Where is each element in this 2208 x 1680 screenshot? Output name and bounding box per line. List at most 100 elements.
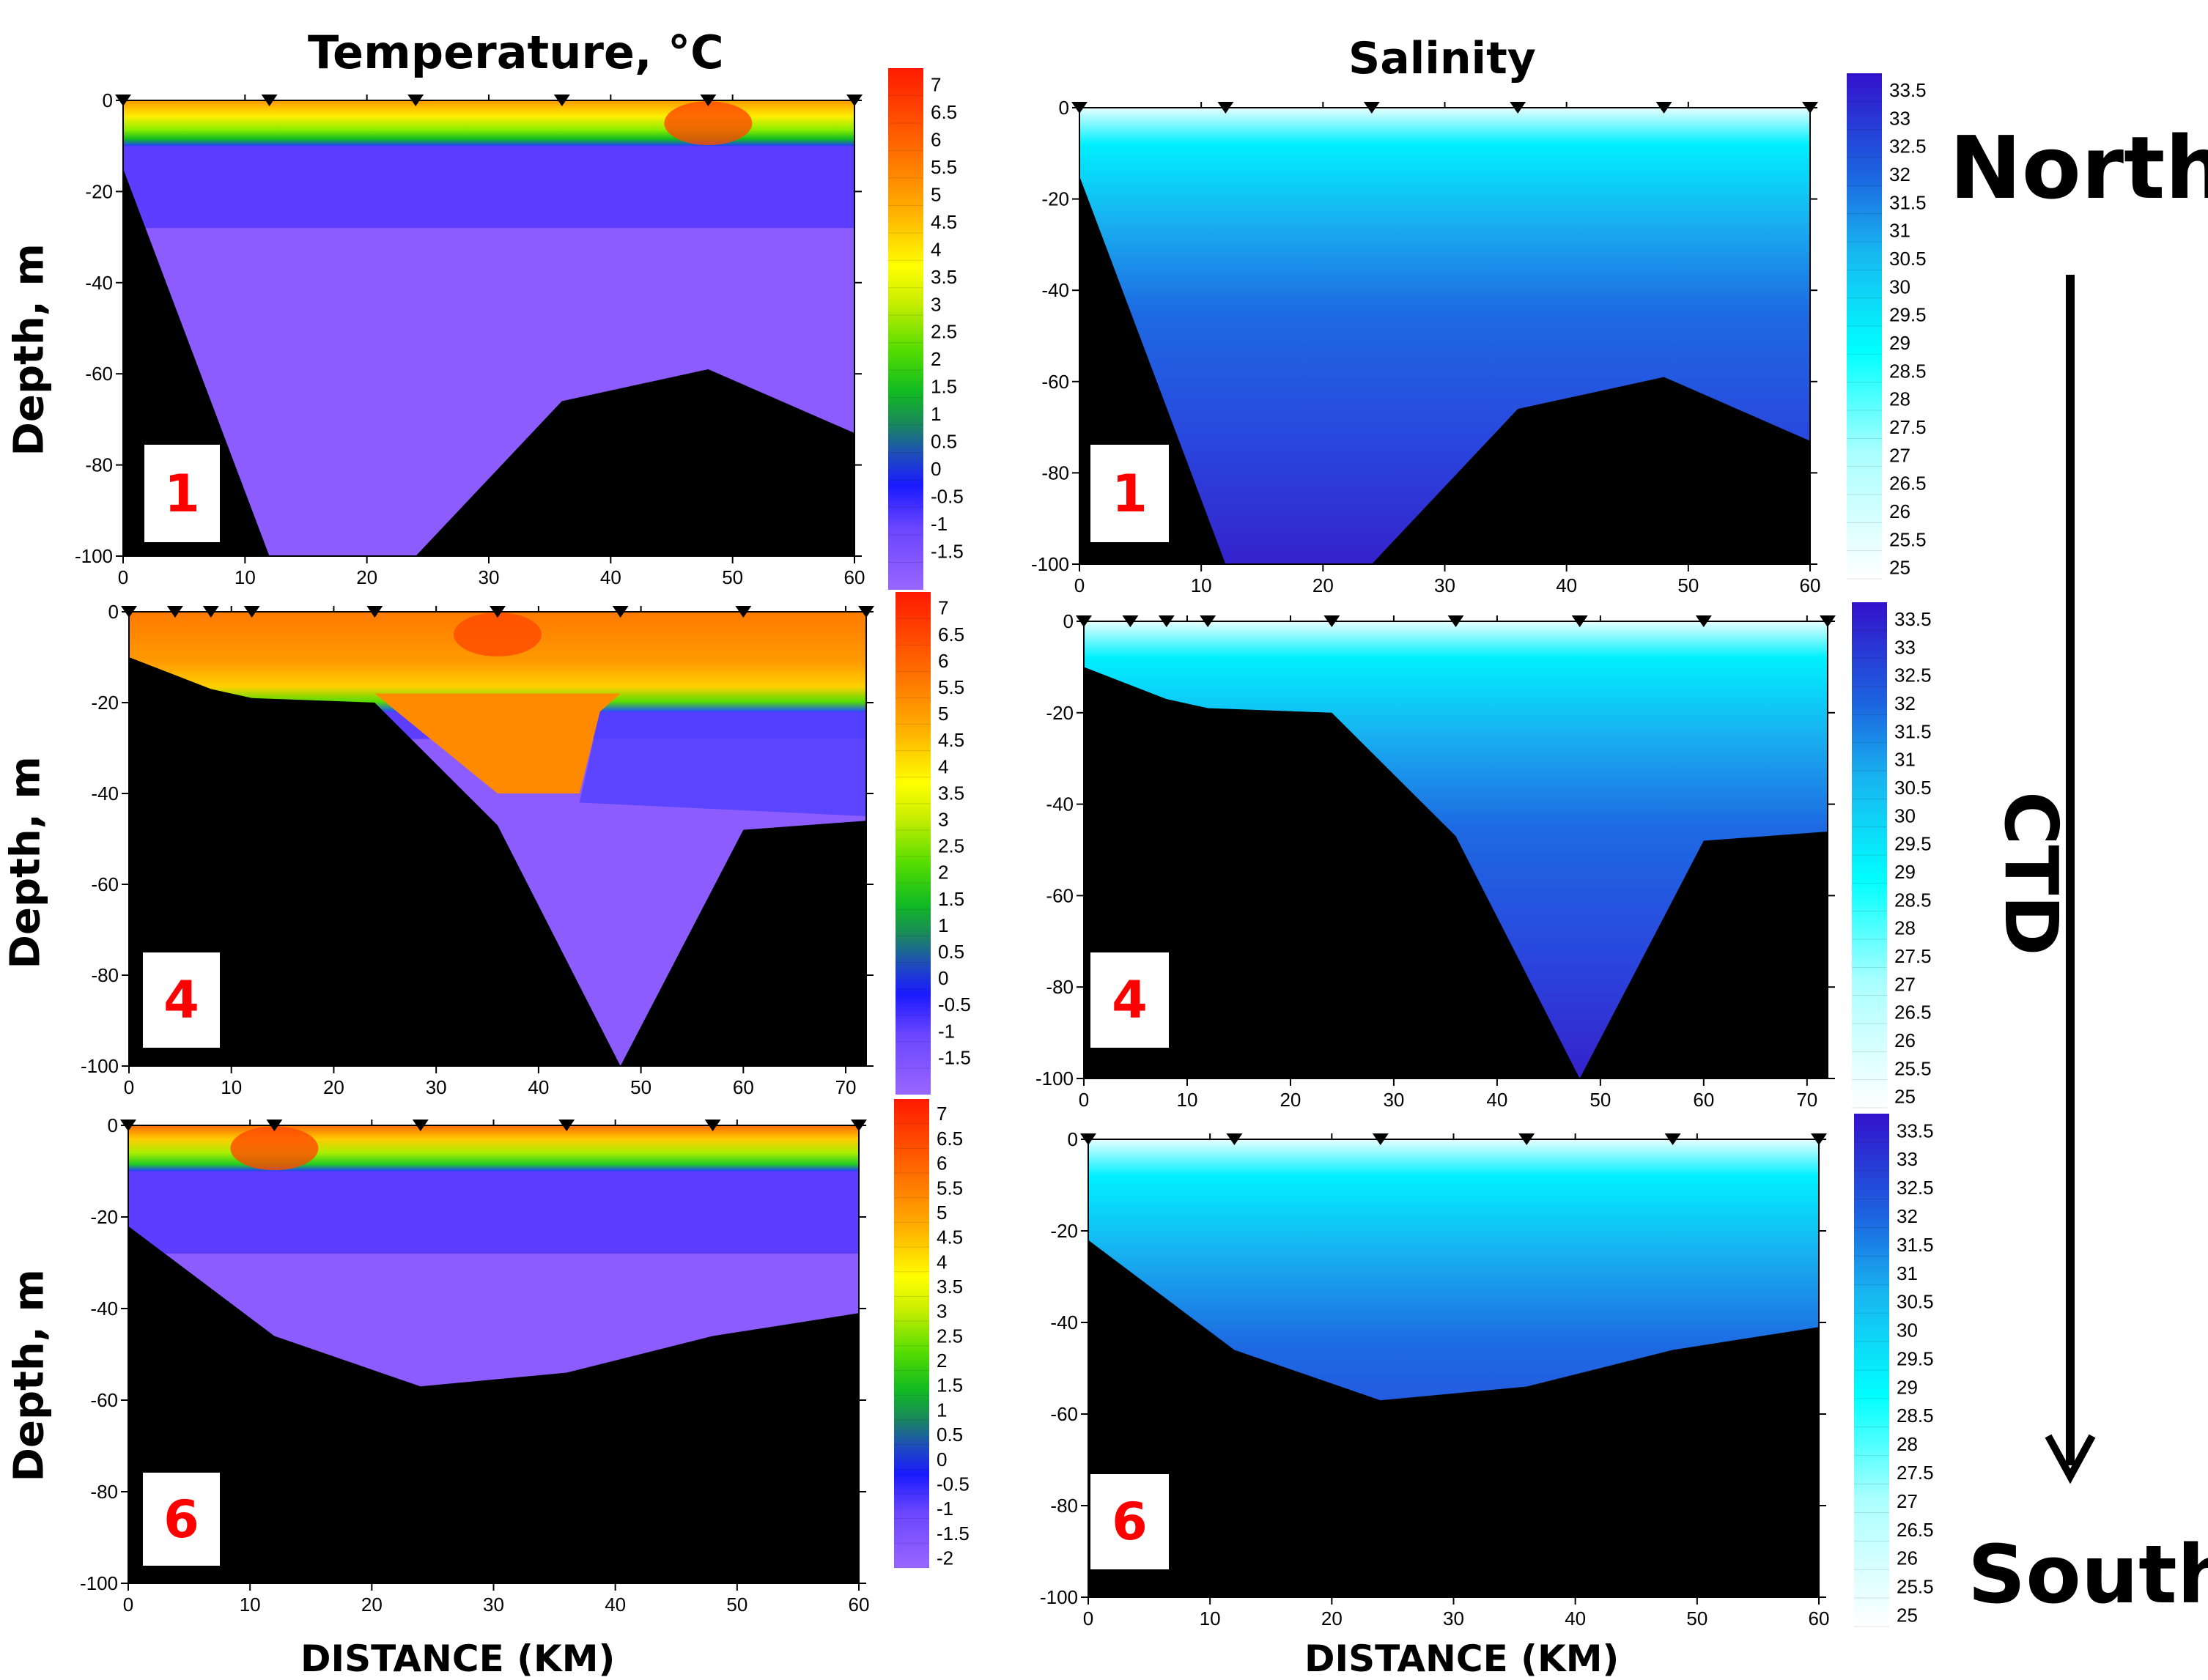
y-tick-label: -60 — [90, 1389, 118, 1411]
station-marker — [121, 606, 137, 618]
y-tick-label: -60 — [1041, 371, 1069, 393]
colorbar-tick-label: 0 — [931, 458, 941, 480]
y-tick-label: -20 — [1050, 1220, 1078, 1242]
x-tick-label: 20 — [356, 566, 377, 588]
x-tick-label: 10 — [1191, 574, 1212, 596]
colorbar-tick-label: 28.5 — [1897, 1405, 1934, 1426]
station-marker — [1664, 1133, 1681, 1145]
depth-label-row1: Depth, m — [5, 243, 53, 456]
x-tick-label: 50 — [726, 1594, 747, 1616]
thermocline-band — [128, 1162, 859, 1254]
y-tick-label: -60 — [91, 873, 119, 895]
colorbar-tick-label: 26 — [1889, 500, 1910, 522]
y-tick-label: 0 — [103, 89, 113, 111]
warm-intrusion — [374, 693, 621, 793]
colorbar: 33.5 33 32.5 32 31.5 31 30.5 30 29.5 29 28.5 28 27.5… — [1852, 602, 1932, 1109]
colorbar-tick-label: 33.5 — [1894, 608, 1932, 630]
colorbar-tick-label: 26.5 — [1897, 1519, 1934, 1541]
colorbar-tick-label: 32.5 — [1897, 1177, 1934, 1199]
colorbar-tick-label: 28 — [1894, 917, 1916, 939]
colorbar: 33.5 33 32.5 32 31.5 31 30.5 30 29.5 29 28.5 28 27.5… — [1854, 1114, 1934, 1627]
station-marker — [1217, 102, 1234, 114]
seafloor — [1079, 176, 1810, 564]
x-tick-label: 50 — [1677, 574, 1699, 596]
x-tick-label: 50 — [1686, 1607, 1707, 1629]
x-tick-label: 20 — [361, 1594, 383, 1616]
colorbar-tick-label: 2 — [938, 862, 948, 884]
station-marker — [1076, 615, 1092, 627]
x-tick-label: 20 — [323, 1076, 344, 1098]
colorbar-tick-label: 6.5 — [931, 101, 957, 123]
y-tick-label: -80 — [1046, 976, 1074, 998]
colorbar-tick-label: 0 — [938, 967, 948, 989]
temperature-title: Temperature, °C — [308, 26, 724, 79]
station-marker — [261, 95, 278, 106]
x-tick-label: 70 — [835, 1076, 857, 1098]
colorbar-tick-label: 27 — [1897, 1490, 1918, 1512]
y-tick-label: -20 — [90, 1206, 118, 1228]
colorbar-tick-label: 32 — [1889, 163, 1910, 185]
y-tick-label: -60 — [1050, 1403, 1078, 1425]
station-marker — [1226, 1133, 1243, 1145]
station-marker — [704, 1120, 721, 1131]
x-tick-label: 60 — [733, 1076, 754, 1098]
y-tick-label: -100 — [75, 545, 113, 567]
colorbar-tick-label: 1.5 — [937, 1374, 963, 1396]
colorbar-tick-label: 29.5 — [1889, 304, 1927, 326]
panel-label-sal-4: 4 — [1090, 952, 1169, 1048]
colorbar: 7 6.5 6 5.5 5 4.5 4 3.5 3 2.5 2 1.5 1 0.5 0 -0.5 -1 -1.5 — [888, 68, 964, 590]
colorbar-tick-label: 3.5 — [931, 266, 957, 288]
colorbar-fill — [1854, 1114, 1889, 1627]
colorbar-tick-label: 7 — [937, 1103, 947, 1125]
station-marker — [266, 1120, 283, 1131]
colorbar-tick-label: 25.5 — [1897, 1576, 1934, 1598]
station-marker — [858, 606, 874, 618]
warm-core — [230, 1126, 319, 1171]
colorbar-tick-label: 0.5 — [937, 1424, 963, 1446]
colorbar-tick-label: 31 — [1889, 220, 1910, 242]
station-marker — [1571, 615, 1588, 627]
colorbar-tick-label: 31 — [1894, 749, 1916, 771]
salinity-transect-4: 0 10 20 30 40 50 60 70 0 -20 -40 -60 -80 -100 33.5 33 32… — [1035, 602, 1932, 1111]
salinity-transect-6: 0 10 20 30 40 50 60 0 -20 -40 -60 -80 -100 33.5 33 32.5… — [1040, 1114, 1934, 1629]
x-tick-label: 60 — [1809, 1607, 1830, 1629]
y-tick-label: -40 — [1046, 793, 1074, 815]
x-tick-label: 20 — [1312, 574, 1334, 596]
x-tick-label: 40 — [1556, 574, 1577, 596]
colorbar-tick-label: 2 — [937, 1350, 947, 1372]
colorbar-tick-label: 1.5 — [938, 888, 964, 910]
colorbar-tick-label: 2.5 — [937, 1325, 963, 1347]
colorbar-tick-label: 30.5 — [1889, 248, 1927, 270]
colorbar-tick-label: 33.5 — [1889, 79, 1927, 101]
station-marker — [1372, 1133, 1389, 1145]
colorbar-tick-label: 29.5 — [1897, 1347, 1934, 1369]
colorbar-tick-label: 31 — [1897, 1262, 1918, 1284]
colorbar-tick-label: 28 — [1889, 388, 1910, 410]
station-marker — [1158, 615, 1175, 627]
colorbar-tick-label: -1 — [937, 1498, 953, 1520]
station-marker — [735, 606, 752, 618]
temperature-transect-4: 0 10 20 30 40 50 60 700-20-40-60-80-10076.565.5… — [81, 592, 971, 1098]
station-marker — [490, 606, 506, 618]
x-tick-label: 10 — [221, 1076, 242, 1098]
colorbar-tick-label: 25.5 — [1894, 1057, 1932, 1079]
seafloor — [123, 169, 854, 557]
colorbar: 7 6.5 6 5.5 5 4.5 4 3.5 3 2.5 2 1.5 1 0.5 0 -0.5 -1 -1.5 — [896, 592, 971, 1095]
seafloor — [1084, 667, 1828, 1078]
x-tick-label: 0 — [1083, 1607, 1093, 1629]
y-tick-label: -80 — [1041, 462, 1069, 484]
colorbar-tick-label: -1 — [931, 513, 948, 535]
x-tick-label: 60 — [1693, 1089, 1714, 1111]
colorbar-tick-label: 30 — [1894, 804, 1916, 826]
x-tick-label: 0 — [1074, 574, 1085, 596]
y-tick-label: -60 — [1046, 884, 1074, 906]
colorbar-tick-label: 3 — [937, 1300, 947, 1322]
colorbar-tick-label: 29 — [1889, 332, 1910, 354]
y-tick-label: -20 — [1041, 188, 1069, 210]
colorbar-tick-label: 5.5 — [938, 676, 964, 698]
colorbar-tick-label: 26 — [1894, 1029, 1916, 1051]
x-tick-label: 40 — [600, 566, 621, 588]
colorbar-tick-label: 32.5 — [1889, 136, 1927, 158]
y-tick-label: 0 — [1059, 97, 1069, 119]
panel-label-sal-1: 1 — [1090, 445, 1169, 542]
